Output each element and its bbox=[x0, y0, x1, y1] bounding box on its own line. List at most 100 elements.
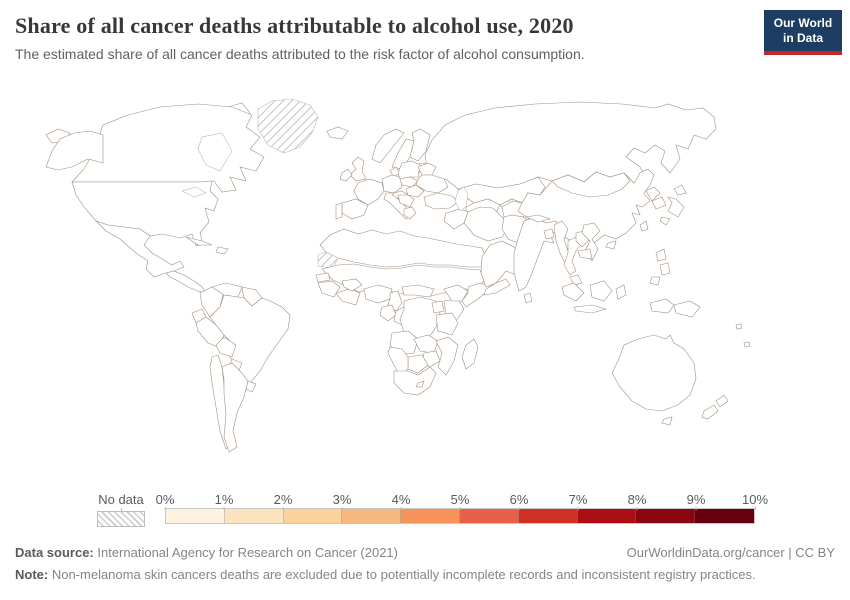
country-north-korea[interactable] bbox=[645, 186, 661, 202]
country-lesotho[interactable] bbox=[415, 380, 425, 388]
legend-color-scale: 0% 1% 2% 3% 4% 5% 6% 7% 8% 9% 10% bbox=[156, 492, 768, 527]
country-romania[interactable] bbox=[405, 184, 425, 198]
country-venezuela[interactable] bbox=[211, 282, 243, 298]
legend-tick-label: 3% bbox=[333, 492, 351, 510]
country-greece[interactable] bbox=[403, 206, 417, 220]
chart-header: Share of all cancer deaths attributable … bbox=[0, 0, 850, 62]
country-bolivia[interactable] bbox=[215, 336, 237, 358]
country-mexico[interactable] bbox=[95, 220, 185, 278]
country-indonesia-sulawesi[interactable] bbox=[615, 284, 627, 300]
country-central-african-republic[interactable] bbox=[401, 284, 435, 298]
country-united-kingdom[interactable] bbox=[349, 156, 367, 182]
country-portugal[interactable] bbox=[335, 202, 343, 220]
country-australia[interactable] bbox=[611, 334, 697, 412]
country-china-hainan[interactable] bbox=[605, 240, 617, 250]
legend-cell[interactable] bbox=[283, 509, 343, 523]
country-philippines-mindanao[interactable] bbox=[649, 276, 661, 286]
legend-no-data-swatch[interactable] bbox=[97, 511, 145, 527]
country-france[interactable] bbox=[353, 178, 385, 206]
country-philippines-luzon[interactable] bbox=[655, 248, 667, 262]
country-madagascar[interactable] bbox=[461, 338, 479, 370]
legend-tick-label: 7% bbox=[569, 492, 587, 510]
legend-cell[interactable] bbox=[577, 509, 637, 523]
country-indonesia-java[interactable] bbox=[573, 304, 608, 314]
country-finland[interactable] bbox=[409, 128, 431, 162]
country-bangladesh[interactable] bbox=[543, 228, 555, 240]
country-uruguay[interactable] bbox=[245, 380, 257, 393]
country-sri-lanka[interactable] bbox=[523, 292, 533, 304]
country-new-zealand-south[interactable] bbox=[701, 404, 719, 420]
country-australia-tasmania[interactable] bbox=[661, 416, 673, 426]
country-cambodia[interactable] bbox=[577, 248, 593, 260]
legend-no-data-block: No data bbox=[97, 492, 145, 527]
country-zambia[interactable] bbox=[413, 334, 439, 354]
hudson-bay bbox=[197, 132, 233, 172]
legend-cell[interactable] bbox=[636, 509, 696, 523]
country-norway[interactable] bbox=[371, 128, 405, 164]
legend-cell[interactable] bbox=[518, 509, 578, 523]
country-mongolia[interactable] bbox=[551, 171, 631, 198]
country-iceland[interactable] bbox=[326, 126, 349, 140]
legend-cell[interactable] bbox=[342, 509, 402, 523]
country-germany[interactable] bbox=[381, 174, 403, 194]
country-western-sahara[interactable] bbox=[317, 251, 339, 269]
country-argentina[interactable] bbox=[221, 362, 249, 453]
owid-logo-line2: in Data bbox=[782, 31, 823, 45]
country-burkina-faso[interactable] bbox=[341, 278, 363, 292]
country-ireland[interactable] bbox=[339, 168, 353, 182]
country-pacific-island-1[interactable] bbox=[735, 323, 743, 330]
country-greenland[interactable] bbox=[257, 98, 319, 154]
country-turkey[interactable] bbox=[423, 192, 459, 210]
country-canada[interactable] bbox=[71, 103, 265, 193]
country-belarus[interactable] bbox=[417, 162, 437, 176]
country-nepal[interactable] bbox=[524, 214, 552, 223]
legend-cell[interactable] bbox=[459, 509, 519, 523]
country-japan-hokkaido[interactable] bbox=[673, 184, 687, 196]
legend-cell[interactable] bbox=[401, 509, 460, 523]
country-indonesia-sumatra[interactable] bbox=[561, 282, 585, 302]
country-japan-kyushu[interactable] bbox=[659, 216, 671, 226]
country-hispaniola[interactable] bbox=[215, 246, 229, 255]
country-central-europe[interactable] bbox=[399, 176, 419, 188]
country-indonesia-borneo[interactable] bbox=[589, 280, 613, 302]
country-balkans[interactable] bbox=[397, 194, 415, 208]
legend-cell[interactable] bbox=[224, 509, 284, 523]
country-ukraine[interactable] bbox=[415, 174, 449, 194]
owid-logo[interactable]: Our World in Data bbox=[764, 10, 842, 55]
country-philippines-visayas[interactable] bbox=[659, 262, 671, 276]
country-somalia[interactable] bbox=[461, 282, 493, 308]
country-tanzania[interactable] bbox=[435, 312, 459, 336]
legend-cell[interactable] bbox=[166, 509, 225, 523]
country-iran[interactable] bbox=[463, 206, 509, 242]
country-south-korea[interactable] bbox=[651, 196, 667, 210]
country-pacific-island-2[interactable] bbox=[743, 341, 751, 348]
country-mozambique[interactable] bbox=[435, 336, 459, 376]
credit-link[interactable]: OurWorldinData.org/cancer | CC BY bbox=[626, 545, 835, 560]
country-alaska[interactable] bbox=[45, 130, 104, 171]
country-north-africa[interactable] bbox=[319, 228, 487, 268]
country-japan-honshu[interactable] bbox=[667, 196, 685, 218]
country-new-zealand-north[interactable] bbox=[715, 394, 729, 408]
owid-logo-line1: Our World bbox=[773, 16, 833, 30]
country-uganda[interactable] bbox=[431, 300, 445, 314]
country-gabon[interactable] bbox=[379, 304, 397, 322]
country-west-africa-coast[interactable] bbox=[335, 288, 361, 306]
legend-tick-label: 1% bbox=[215, 492, 233, 510]
country-guinea-region[interactable] bbox=[317, 280, 341, 298]
country-ethiopia[interactable] bbox=[443, 284, 469, 302]
country-senegal[interactable] bbox=[315, 272, 331, 283]
country-papua-new-guinea[interactable] bbox=[673, 300, 701, 318]
country-central-america[interactable] bbox=[165, 270, 207, 294]
country-cuba[interactable] bbox=[185, 236, 213, 246]
country-nigeria[interactable] bbox=[363, 284, 393, 304]
legend-cell[interactable] bbox=[695, 509, 754, 523]
legend-tick-label: 4% bbox=[392, 492, 410, 510]
country-russia[interactable] bbox=[424, 101, 717, 190]
country-taiwan[interactable] bbox=[639, 220, 649, 232]
country-south-africa[interactable] bbox=[393, 366, 437, 396]
country-iraq-syria[interactable] bbox=[443, 208, 469, 230]
country-saudi-peninsula[interactable] bbox=[480, 240, 525, 288]
country-malaysia[interactable] bbox=[569, 274, 583, 286]
country-indonesia-papua[interactable] bbox=[649, 298, 675, 314]
country-yemen[interactable] bbox=[483, 278, 511, 296]
